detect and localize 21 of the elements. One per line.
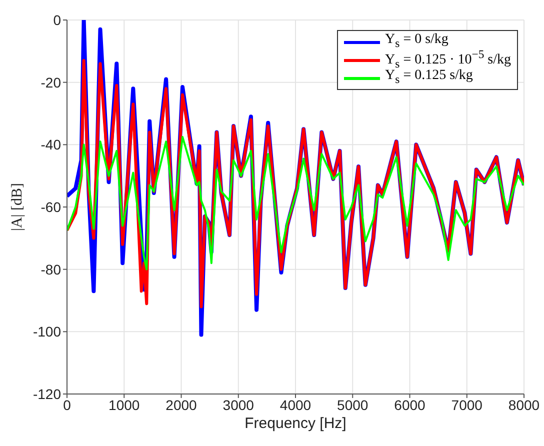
x-tick-label: 5000 xyxy=(337,396,368,413)
y-tick-label: -80 xyxy=(40,261,62,278)
legend-label: Y$_{s}$ = 0.125 s/kg xyxy=(385,68,473,88)
x-tick-label: 1000 xyxy=(108,396,140,413)
x-tick-label: 2000 xyxy=(166,396,198,413)
x-tick-label: 7000 xyxy=(451,396,483,413)
x-tick-label: 4000 xyxy=(280,396,312,413)
y-tick-label: -20 xyxy=(40,74,62,90)
x-tick-label: 3000 xyxy=(222,396,254,413)
line-series xyxy=(67,136,524,270)
legend-label: Y$_{s}$ = 0 s/kg xyxy=(385,32,448,52)
y-tick-label: -100 xyxy=(32,324,62,340)
x-tick-label: 8000 xyxy=(508,396,540,413)
y-axis-title: |A| [dB] xyxy=(9,182,26,232)
y-tick-label: -120 xyxy=(32,386,62,402)
y-tick-label: 0 xyxy=(53,12,62,28)
x-tick-label: 0 xyxy=(63,396,72,413)
y-tick-label: -60 xyxy=(40,198,62,215)
x-tick-label: 6000 xyxy=(394,396,426,413)
y-tick-label: -40 xyxy=(40,136,62,153)
x-axis-title: Frequency [Hz] xyxy=(244,415,346,432)
